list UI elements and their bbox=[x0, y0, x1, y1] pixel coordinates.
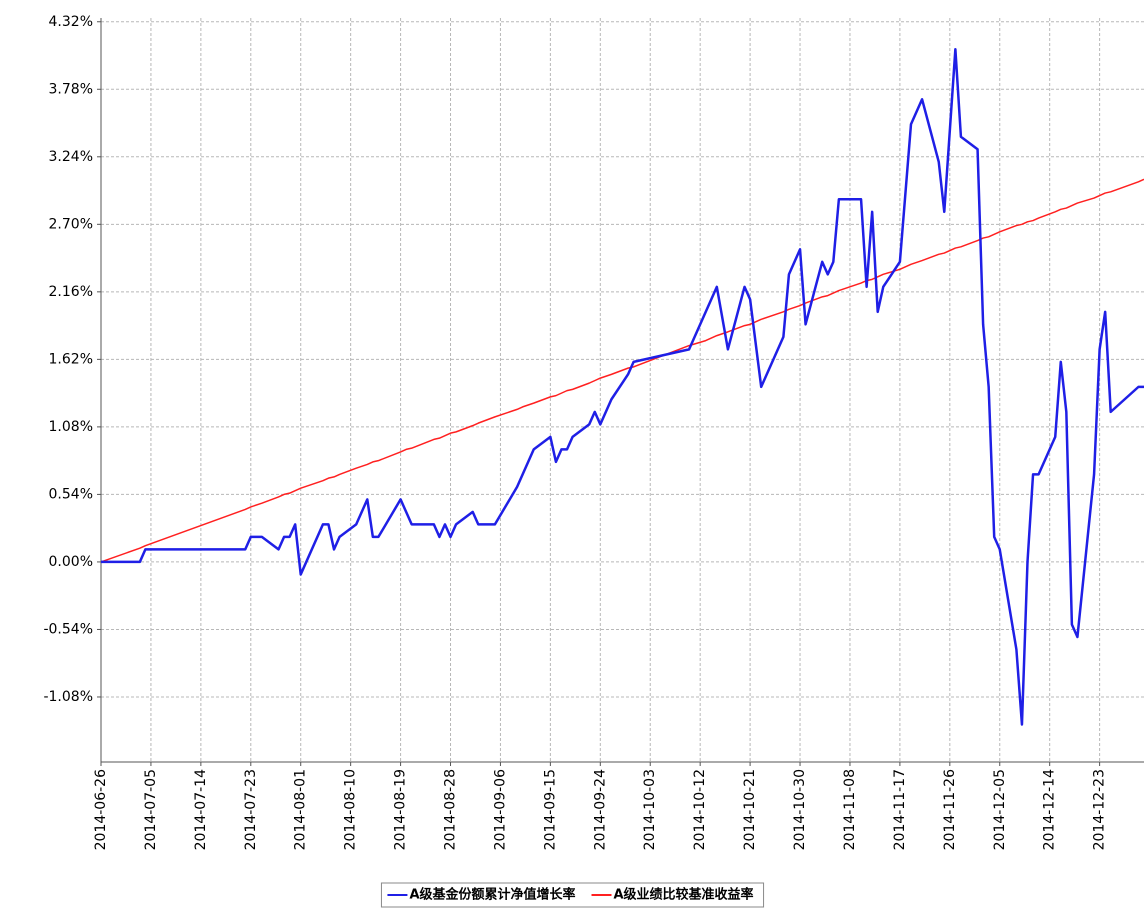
legend-label: A级业绩比较基准收益率 bbox=[614, 887, 754, 903]
x-tick-label: 2014-11-17 bbox=[892, 769, 908, 850]
y-tick-label: 1.08% bbox=[49, 419, 93, 435]
x-tick-label: 2014-10-30 bbox=[792, 769, 808, 850]
legend: A级基金份额累计净值增长率 A级业绩比较基准收益率 bbox=[380, 882, 765, 908]
x-tick-label: 2014-10-03 bbox=[642, 769, 658, 850]
x-tick-label: 2014-11-08 bbox=[842, 769, 858, 850]
x-tick-label: 2014-08-10 bbox=[343, 769, 359, 850]
y-tick-label: 0.00% bbox=[49, 554, 93, 570]
x-tick-label: 2014-09-24 bbox=[592, 769, 608, 850]
series-line bbox=[101, 48, 1144, 726]
y-tick-label: 3.24% bbox=[49, 149, 93, 165]
x-tick-label: 2014-09-15 bbox=[542, 769, 558, 850]
x-tick-label: 2014-10-21 bbox=[742, 769, 758, 850]
legend-box bbox=[380, 882, 765, 908]
legend-label: A级基金份额累计净值增长率 bbox=[409, 887, 575, 903]
x-tick-label: 2014-06-26 bbox=[93, 769, 109, 850]
x-tick-label: 2014-10-12 bbox=[692, 769, 708, 850]
series-line bbox=[100, 178, 1144, 563]
x-tick-label: 2014-08-19 bbox=[393, 769, 409, 850]
x-tick-label: 2014-08-01 bbox=[293, 769, 309, 850]
x-tick-label: 2014-12-05 bbox=[992, 769, 1008, 850]
x-tick-label: 2014-08-28 bbox=[443, 769, 459, 850]
x-tick-label: 2014-11-26 bbox=[942, 769, 958, 850]
x-tick-label: 2014-12-14 bbox=[1042, 769, 1058, 850]
y-tick-label: 3.78% bbox=[49, 81, 93, 97]
y-tick-label: 2.70% bbox=[49, 216, 93, 232]
y-tick-label: -0.54% bbox=[43, 621, 93, 637]
x-tick-label: 2014-07-14 bbox=[193, 769, 209, 850]
y-tick-label: 2.16% bbox=[49, 284, 93, 300]
x-tick-label: 2014-07-23 bbox=[243, 769, 259, 850]
x-tick-label: 2014-07-05 bbox=[143, 769, 159, 850]
y-tick-label: 0.54% bbox=[49, 486, 93, 502]
x-tick-label: 2014-12-23 bbox=[1092, 769, 1108, 850]
y-tick-label: -1.08% bbox=[43, 689, 93, 705]
y-tick-label: 4.32% bbox=[49, 14, 93, 30]
x-tick-label: 2014-09-06 bbox=[492, 769, 508, 850]
y-tick-label: 1.62% bbox=[49, 351, 93, 367]
